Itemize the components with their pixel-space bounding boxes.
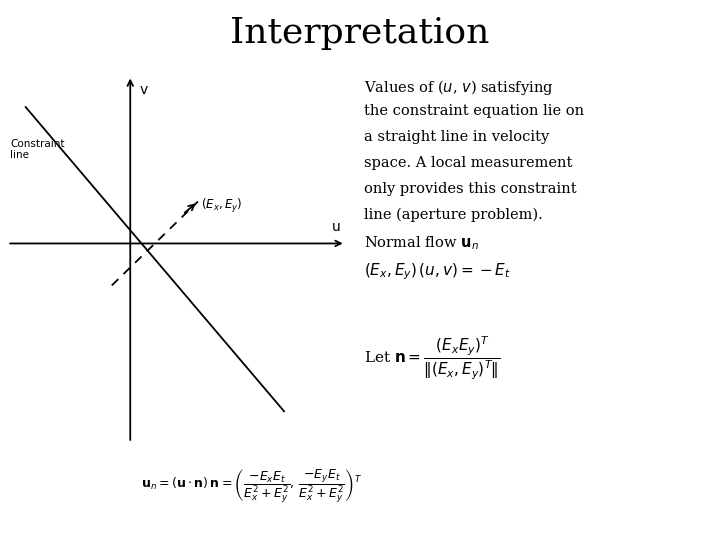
- Text: only provides this constraint: only provides this constraint: [364, 182, 576, 196]
- Text: u: u: [332, 220, 341, 234]
- Text: line (aperture problem).: line (aperture problem).: [364, 208, 542, 222]
- Text: Interpretation: Interpretation: [230, 16, 490, 50]
- Text: $\mathbf{u}_n = (\mathbf{u} \cdot \mathbf{n})\,\mathbf{n} = \left(\dfrac{-E_x E_: $\mathbf{u}_n = (\mathbf{u} \cdot \mathb…: [141, 467, 363, 505]
- Text: Values of ($u$, $v$) satisfying: Values of ($u$, $v$) satisfying: [364, 78, 553, 97]
- Text: $(E_x, E_y)$: $(E_x, E_y)$: [201, 197, 243, 215]
- Text: the constraint equation lie on: the constraint equation lie on: [364, 104, 584, 118]
- Text: Constraint
line: Constraint line: [10, 139, 65, 160]
- Text: $(E_x, E_y)\,(u, v) = -E_t$: $(E_x, E_y)\,(u, v) = -E_t$: [364, 262, 510, 282]
- Text: Let $\mathbf{n} = \dfrac{(E_x E_y)^T}{\|(E_x, E_y)^T\|}$: Let $\mathbf{n} = \dfrac{(E_x E_y)^T}{\|…: [364, 335, 500, 382]
- Text: v: v: [140, 84, 148, 97]
- Text: Normal flow $\mathbf{u}_n$: Normal flow $\mathbf{u}_n$: [364, 234, 479, 252]
- Text: a straight line in velocity: a straight line in velocity: [364, 130, 549, 144]
- Text: space. A local measurement: space. A local measurement: [364, 156, 572, 170]
